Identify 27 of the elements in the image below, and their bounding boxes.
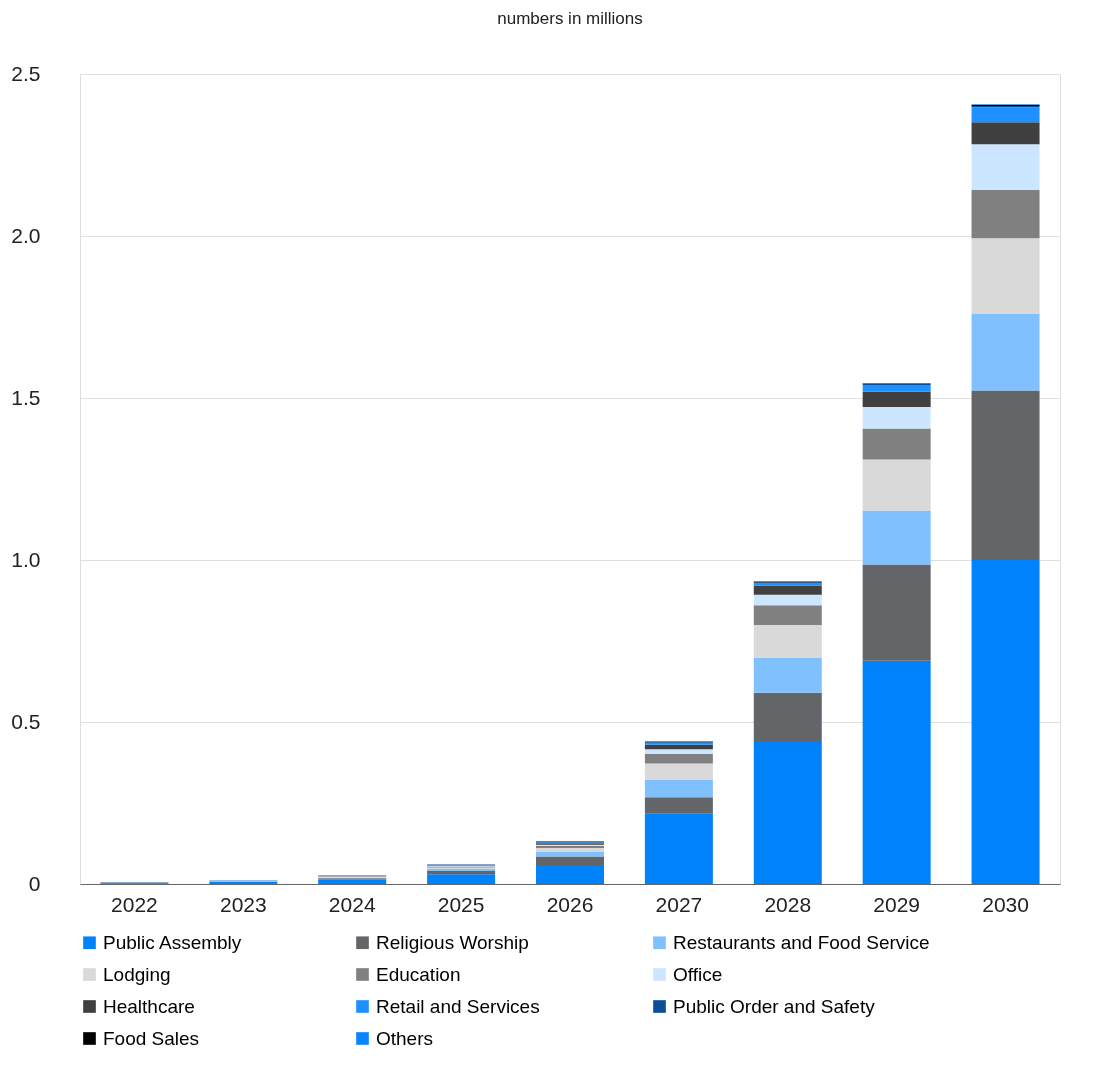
x-tick-label: 2029 — [873, 892, 921, 916]
y-tick-label: 0 — [28, 871, 41, 895]
x-tick-label: 2024 — [328, 892, 376, 916]
legend-label: Retail and Services — [376, 995, 540, 1017]
legend-label: Others — [376, 1027, 434, 1049]
legend-label: Public Order and Safety — [673, 995, 876, 1017]
y-tick-label: 1.5 — [11, 385, 41, 409]
x-tick-label: 2027 — [655, 892, 703, 916]
x-tick-label: 2028 — [764, 892, 812, 916]
legend-label: Food Sales — [103, 1027, 200, 1049]
y-tick-label: 2.5 — [11, 61, 41, 85]
y-tick-label: 2.0 — [11, 223, 41, 247]
y-tick-label: 1.0 — [11, 547, 41, 571]
chart-title: numbers in millions — [497, 9, 643, 28]
legend-label: Restaurants and Food Service — [673, 931, 930, 953]
legend-label: Office — [673, 963, 723, 985]
x-tick-label: 2023 — [219, 892, 267, 916]
x-tick-label: 2030 — [982, 892, 1029, 916]
x-tick-label: 2026 — [546, 892, 594, 916]
legend-label: Healthcare — [103, 995, 195, 1017]
x-tick-label: 2025 — [437, 892, 485, 916]
legend-label: Education — [376, 963, 461, 985]
legend-label: Public Assembly — [103, 931, 242, 953]
y-tick-label: 0.5 — [11, 709, 41, 733]
legend-label: Lodging — [103, 963, 171, 985]
x-tick-label: 2022 — [111, 892, 158, 916]
legend-label: Religious Worship — [376, 931, 529, 953]
